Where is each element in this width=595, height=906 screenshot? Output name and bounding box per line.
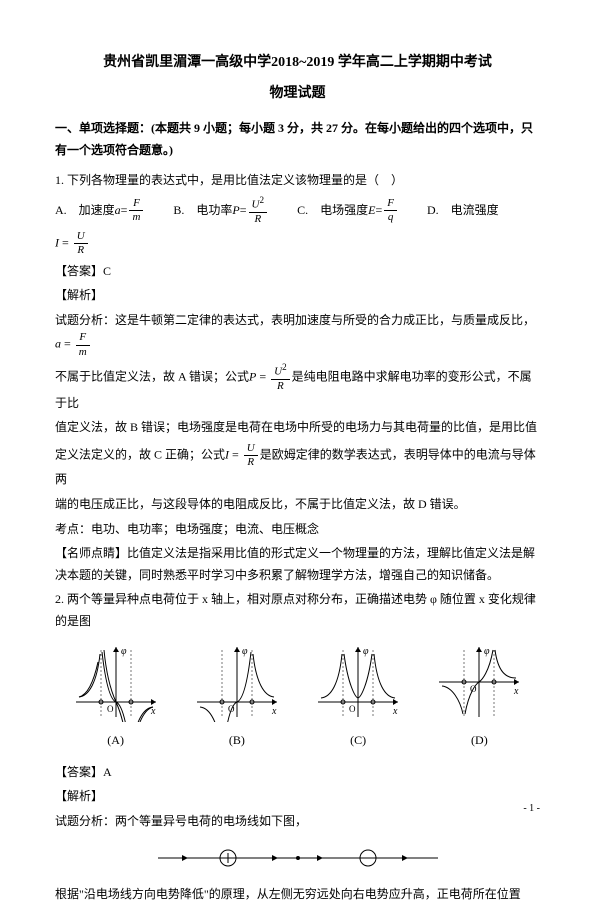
page-subtitle: 物理试题 [55,81,540,106]
section-heading: 一、单项选择题：(本题共 9 小题；每小题 3 分，共 27 分。在每小题给出的… [55,118,540,161]
q1-stem: 1. 下列各物理量的表达式中，是用比值法定义该物理量的是（ ） [55,170,540,192]
svg-text:O: O [349,704,356,714]
svg-text:x: x [271,706,277,717]
q2-expl-line: 试题分析：两个等量异号电荷的电场线如下图， [55,811,540,833]
page-title: 贵州省凯里湄潭一高级中学2018~2019 学年高二上学期期中考试 [55,50,540,75]
graph-d: φxO (D) [434,642,524,751]
svg-text:φ: φ [484,646,490,657]
graph-label: (B) [192,730,282,752]
q2-expl-head: 【解析】 [55,786,540,808]
svg-text:φ: φ [242,646,248,657]
q1-expl-line: 值定义法，故 B 错误；电场强度是电荷在电场中所受的电场力与其电荷量的比值，是用… [55,417,540,439]
q1-options: A. 加速度a = Fm B. 电功率P = U2R C. 电场强度E = Fq… [55,195,540,226]
graph-label: (A) [71,730,161,752]
q1-expl-line: 端的电压成正比，与这段导体的电阻成反比，不属于比值定义法，故 D 错误。 [55,494,540,516]
q1-opt-c: C. 电场强度E = Fq [297,195,399,226]
q1-expl-line: 试题分析：这是牛顿第二定律的表达式，表明加速度与所受的合力成正比，与质量成反比，… [55,310,540,359]
graph-label: (C) [313,730,403,752]
q1-expl-line: 不属于比值定义法，故 A 错误；公式P = U2R是纯电阻电路中求解电功率的变形… [55,362,540,415]
graph-label: (D) [434,730,524,752]
q2-expl-line: 根据"沿电场线方向电势降低"的原理，从左侧无穷远处向右电势应升高，正电荷所在位置 [55,884,540,906]
graph-b: φxO (B) [192,642,282,751]
q1-answer: 【答案】C [55,261,540,283]
svg-text:φ: φ [363,646,369,657]
svg-text:φ: φ [121,646,127,657]
field-line-diagram [148,838,448,878]
q1-expl-head: 【解析】 [55,285,540,307]
q1-opt-a: A. 加速度a = Fm [55,195,145,226]
q1-keypoint: 考点：电功、电功率；电场强度；电流、电压概念 [55,519,540,541]
q1-opt-d-formula: I = UR [55,230,540,257]
q2-answer: 【答案】A [55,762,540,784]
svg-text:O: O [107,704,114,714]
svg-text:x: x [392,706,398,717]
q2-stem: 2. 两个等量异种点电荷位于 x 轴上，相对原点对称分布，正确描述电势 φ 随位… [55,589,540,632]
svg-text:x: x [513,686,519,697]
q1-note: 【名师点睛】比值定义法是指采用比值的形式定义一个物理量的方法，理解比值定义法是解… [55,543,540,586]
q1-opt-d: D. 电流强度 [427,195,499,226]
q1-expl-line: 定义法定义的，故 C 正确；公式I = UR是欧姆定律的数学表达式，表明导体中的… [55,442,540,491]
q1-opt-b: B. 电功率P = U2R [173,195,269,226]
graph-c: φ x O (C) [313,642,403,751]
graph-a: φxO (A) [71,642,161,751]
page-number: - 1 - [523,800,540,818]
q2-graphs: φxO (A) φ x O (B) φ x O (C) φ x O (D) [55,642,540,751]
